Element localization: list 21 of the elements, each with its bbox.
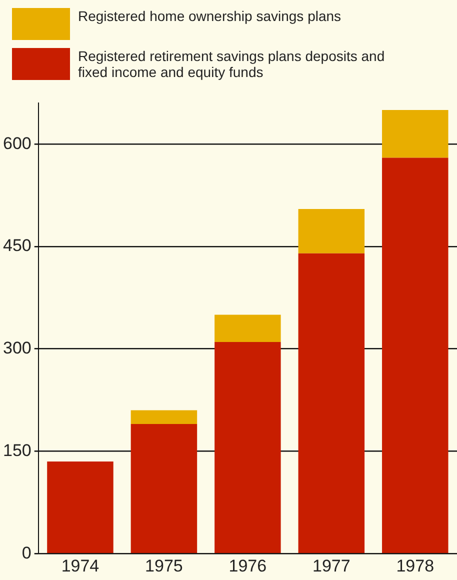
y-tick-label: 150 [2,440,32,460]
bar [382,110,448,158]
x-tick-label: 1978 [396,556,434,576]
y-tick-label: 600 [2,134,32,153]
x-tick-label: 1976 [228,556,267,576]
x-tick-label: 1974 [61,556,100,576]
y-tick-label: 300 [2,338,32,358]
bar [214,314,281,342]
bar [298,253,365,553]
x-tick-label: 1975 [145,556,183,576]
bar [214,342,281,553]
x-tick-label: 1977 [312,556,350,576]
bar [130,410,198,424]
legend-label: Registered home ownership savings plans [78,8,342,24]
y-tick-label: 0 [22,543,32,562]
bar [298,208,365,254]
bar [382,158,448,553]
bar [130,424,198,553]
bar [47,461,114,553]
legend-label: Registered retirement savings plans deposits and fixed income and equity funds [78,48,386,80]
y-tick-label: 450 [2,236,32,256]
